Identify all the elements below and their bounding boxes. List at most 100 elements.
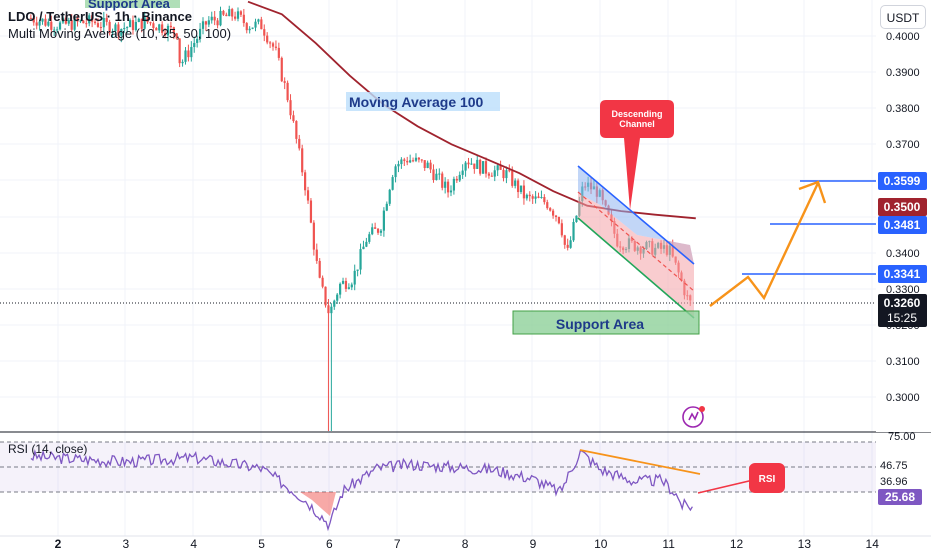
badge-0.3341[interactable]: 0.3341 — [878, 265, 927, 283]
candle-body — [341, 280, 345, 284]
time-tick: 13 — [798, 537, 812, 551]
candle-body — [93, 21, 97, 24]
badge-0.3599-text: 0.3599 — [884, 174, 921, 188]
candle-body — [219, 10, 222, 26]
candle-body — [379, 230, 383, 233]
candle-body — [257, 19, 260, 22]
candle-body — [417, 157, 420, 160]
indicator-label: Multi Moving Average (10, 25, 50, 100) — [8, 26, 232, 41]
candle-body — [552, 210, 555, 216]
candle-body — [289, 100, 292, 116]
forecast-path[interactable] — [709, 182, 820, 307]
candle-body — [432, 169, 435, 181]
candle-body — [376, 228, 380, 233]
candle-body — [155, 28, 158, 31]
candle-body — [304, 172, 307, 191]
time-axis-ticks: 2 3 4 5 6 7 8 9 10 11 12 13 14 — [55, 537, 880, 551]
candle-body — [426, 162, 429, 168]
candle-body — [283, 81, 286, 83]
badge-0.3500[interactable]: 0.3500 — [878, 198, 927, 216]
channel-lower-fill — [578, 193, 694, 318]
candle-body — [374, 227, 377, 229]
candle-body — [233, 16, 237, 19]
candle-body — [228, 9, 231, 17]
candle-body — [245, 23, 248, 31]
candle-body — [225, 14, 228, 17]
candle-body — [105, 17, 108, 22]
channel-midline — [577, 191, 695, 292]
candle-body — [248, 28, 251, 31]
candle-body — [181, 61, 184, 64]
currency-button[interactable]: USDT — [880, 5, 926, 29]
candle-body — [236, 11, 240, 19]
candle-body — [481, 161, 485, 174]
candle-body — [438, 173, 441, 175]
candle-body — [88, 15, 91, 24]
candle-body — [67, 20, 70, 24]
candle-body — [102, 17, 105, 28]
support-area-bottom-box[interactable] — [512, 310, 700, 335]
candle-body — [534, 196, 537, 199]
candle-body — [231, 9, 234, 17]
candle-body — [161, 24, 164, 33]
candle-body — [350, 284, 353, 288]
candle-body — [166, 25, 170, 36]
candle-body — [490, 175, 493, 177]
candle-body — [134, 21, 137, 31]
candle-body — [76, 17, 79, 22]
candle-body — [131, 20, 135, 31]
badge-0.3599[interactable]: 0.3599 — [878, 172, 927, 190]
candle-body — [277, 47, 280, 58]
badge-0.3481[interactable]: 0.3481 — [878, 216, 927, 234]
candle-body — [458, 174, 461, 181]
candle-body — [516, 180, 520, 193]
price-tick: 0.3700 — [886, 139, 920, 151]
candle-body — [470, 163, 473, 165]
candle-body — [528, 194, 531, 197]
rsi-callout[interactable] — [749, 463, 785, 493]
candle-body — [73, 17, 76, 30]
channel-top-line[interactable] — [577, 165, 695, 265]
rsi-current-badge[interactable] — [878, 489, 922, 505]
badge-0.3481-text: 0.3481 — [884, 218, 921, 232]
price-level-lines[interactable] — [742, 180, 876, 275]
candle-body — [414, 157, 418, 161]
candle-body — [50, 21, 53, 30]
candle-body — [120, 29, 123, 36]
candle-body — [400, 159, 403, 165]
candle-body — [549, 208, 552, 211]
candle-body — [193, 42, 196, 48]
ma100-label-box — [346, 92, 500, 111]
rsi-axis-bg — [876, 433, 931, 536]
candle-body — [455, 178, 458, 181]
current-price-badge[interactable]: 0.3260 15:25 — [878, 294, 927, 327]
candle-body — [385, 203, 388, 211]
support-area-top-box[interactable] — [85, 0, 180, 8]
candle-body — [213, 16, 216, 21]
time-tick: 10 — [594, 537, 608, 551]
rsi-divergence-line[interactable] — [579, 449, 701, 475]
candle-body — [268, 42, 272, 44]
time-tick: 5 — [258, 537, 265, 551]
candle-body — [327, 305, 330, 314]
time-tick: 3 — [123, 537, 130, 551]
candle-body — [496, 165, 499, 171]
candle-body — [353, 270, 356, 285]
candle-body — [140, 18, 143, 29]
candle-body — [64, 17, 67, 24]
channel-bottom-line[interactable] — [577, 217, 695, 319]
candle-body — [271, 43, 275, 47]
candle-body — [557, 217, 561, 224]
candle-body — [216, 20, 219, 26]
time-tick: 4 — [190, 537, 197, 551]
candle-body — [473, 163, 476, 169]
candle-body — [53, 29, 56, 31]
candle-body — [152, 23, 155, 29]
channel-callout[interactable] — [600, 100, 674, 210]
time-tick: 9 — [530, 537, 537, 551]
candle-body — [70, 20, 73, 30]
time-tick: 6 — [326, 537, 333, 551]
candle-body — [108, 21, 111, 34]
time-tick: 14 — [866, 537, 880, 551]
